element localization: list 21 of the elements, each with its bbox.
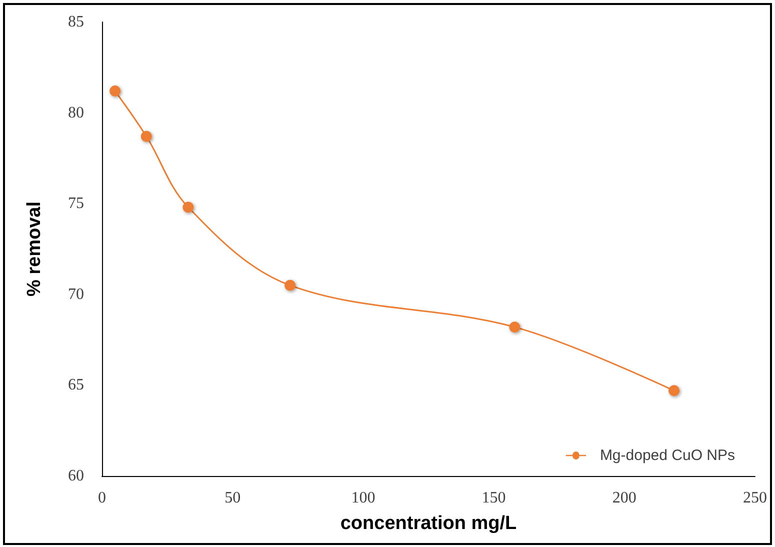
x-tick-label: 150 xyxy=(482,490,506,506)
point xyxy=(509,322,520,333)
x-tick-label: 0 xyxy=(98,490,106,506)
y-axis-title: % removal xyxy=(24,201,45,297)
x-tick-label: 50 xyxy=(224,490,241,506)
point xyxy=(284,280,296,291)
y-tick-label: 75 xyxy=(68,195,84,212)
y-tick-label: 85 xyxy=(68,14,84,30)
point xyxy=(668,385,680,396)
x-tick-label: 100 xyxy=(351,490,376,506)
point xyxy=(140,130,152,142)
y-tick-label: 60 xyxy=(68,468,84,484)
x-tick-label: 250 xyxy=(743,490,767,506)
legend-label: Mg-doped CuO NPs xyxy=(600,447,736,464)
point xyxy=(182,202,194,213)
point xyxy=(110,86,121,97)
y-tick-label: 65 xyxy=(68,376,84,394)
x-tick-label: 200 xyxy=(612,490,636,506)
y-tick-label: 70 xyxy=(68,286,84,303)
x-axis-title: concentration mg/L xyxy=(340,513,518,534)
y-tick-label: 80 xyxy=(68,104,84,122)
